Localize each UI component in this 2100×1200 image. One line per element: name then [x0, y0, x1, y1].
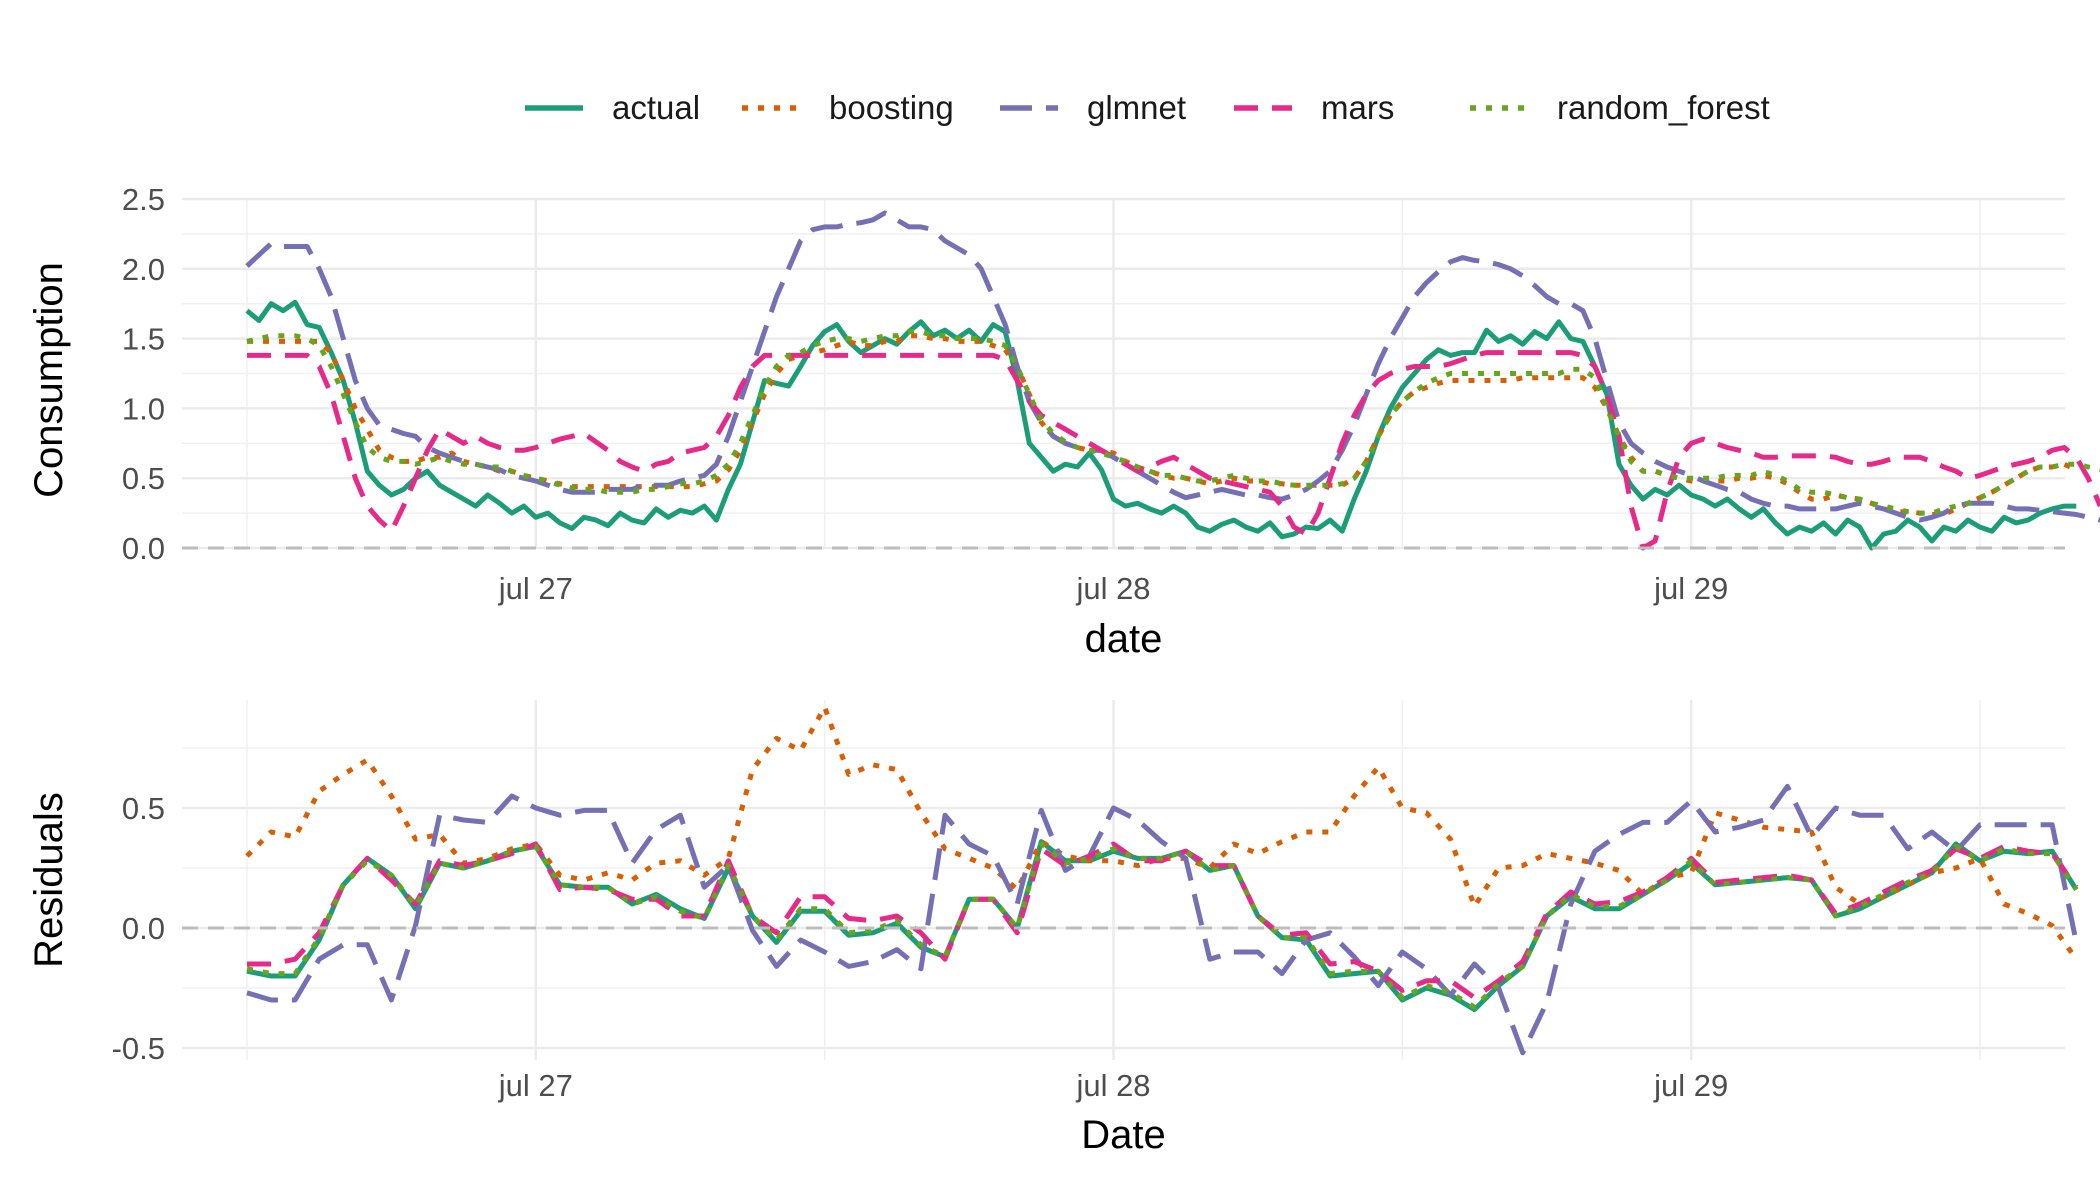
- series-line-random-forest: [246, 841, 2079, 1010]
- series-line-actual: [245, 299, 2077, 551]
- residuals-panel: -0.5 0.0 0.5 jul 27 jul 28 jul 29 Date Residual…: [27, 700, 2079, 1157]
- y-tick-label: 2.5: [122, 182, 165, 217]
- y-tick-label: 1.0: [122, 391, 165, 426]
- y-tick-label: 0.0: [122, 911, 165, 946]
- series-line-boosting: [247, 333, 2078, 517]
- legend-label-glmnet: glmnet: [1087, 89, 1186, 126]
- x-axis-title: date: [1085, 617, 1163, 661]
- legend-label-mars: mars: [1321, 89, 1394, 126]
- y-tick-label: -0.5: [112, 1031, 165, 1066]
- y-tick-label: 0.5: [122, 461, 165, 496]
- series-line-mars: [247, 841, 2079, 1001]
- consumption-panel: 0.0 0.5 1.0 1.5 2.0 2.5 jul 27 jul 28 jul 29 date…: [27, 182, 2100, 661]
- x-tick-label: jul 28: [1075, 571, 1150, 606]
- y-tick-label: 2.0: [122, 252, 165, 287]
- legend-label-random-forest: random_forest: [1557, 89, 1770, 126]
- y-tick-label: 1.5: [122, 322, 165, 357]
- legend: actual boosting glmnet mars random_forest: [525, 89, 1770, 126]
- x-axis-title: Date: [1081, 1113, 1166, 1157]
- series-line-mars: [247, 350, 2100, 551]
- legend-label-boosting: boosting: [829, 89, 954, 126]
- x-tick-label: jul 27: [498, 1068, 573, 1103]
- x-tick-label: jul 27: [498, 571, 573, 606]
- y-axis-title: Residuals: [27, 792, 71, 968]
- y-tick-label: 0.0: [122, 531, 165, 566]
- x-tick-label: jul 29: [1653, 1068, 1728, 1103]
- y-axis-title: Consumption: [27, 262, 71, 498]
- y-tick-label: 0.5: [122, 791, 165, 826]
- x-tick-label: jul 28: [1075, 1068, 1150, 1103]
- series-line-glmnet: [245, 210, 2100, 523]
- series-line-boosting: [245, 704, 2079, 961]
- legend-label-actual: actual: [612, 89, 700, 126]
- series-line-random-forest: [246, 329, 2100, 516]
- series-line-glmnet: [246, 783, 2079, 1056]
- x-tick-label: jul 29: [1653, 571, 1728, 606]
- series-line-actual: [246, 839, 2079, 1013]
